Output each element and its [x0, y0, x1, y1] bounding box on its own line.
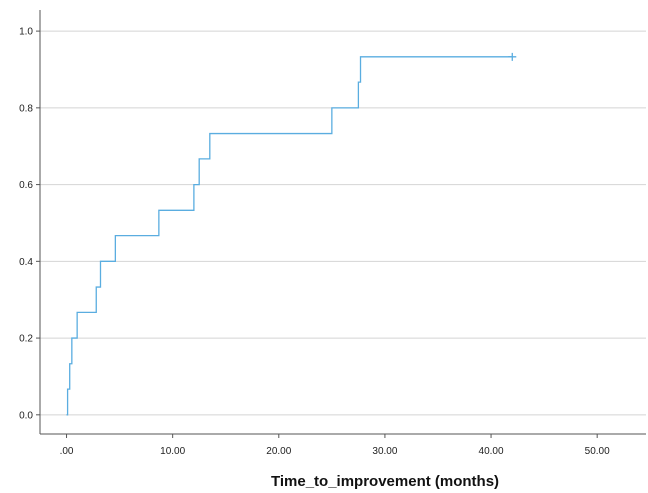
y-tick-label: 0.0: [19, 410, 33, 421]
x-tick-label: 30.00: [372, 446, 397, 457]
x-tick-label: 40.00: [479, 446, 504, 457]
y-tick-label: 0.4: [19, 257, 33, 268]
y-axis-ticks: 0.0 0.2 0.4 0.6 0.8 1.0: [19, 27, 40, 421]
series-layer: [66, 52, 517, 416]
y-tick-label: 0.8: [19, 103, 33, 114]
x-axis-title: Time_to_improvement (months): [271, 473, 499, 490]
y-tick-label: 1.0: [19, 27, 33, 38]
censor-mark: [508, 52, 517, 61]
gridlines: [40, 30, 646, 416]
x-tick-label: 10.00: [160, 446, 185, 457]
survival-step-line: [66, 56, 513, 416]
x-tick-label: 20.00: [266, 446, 291, 457]
x-axis-ticks: .00 10.00 20.00 30.00 40.00 50.00: [60, 434, 610, 457]
x-tick-label: 50.00: [585, 446, 610, 457]
y-tick-label: 0.2: [19, 334, 33, 345]
x-tick-label: .00: [60, 446, 74, 457]
y-tick-label: 0.6: [19, 180, 33, 191]
